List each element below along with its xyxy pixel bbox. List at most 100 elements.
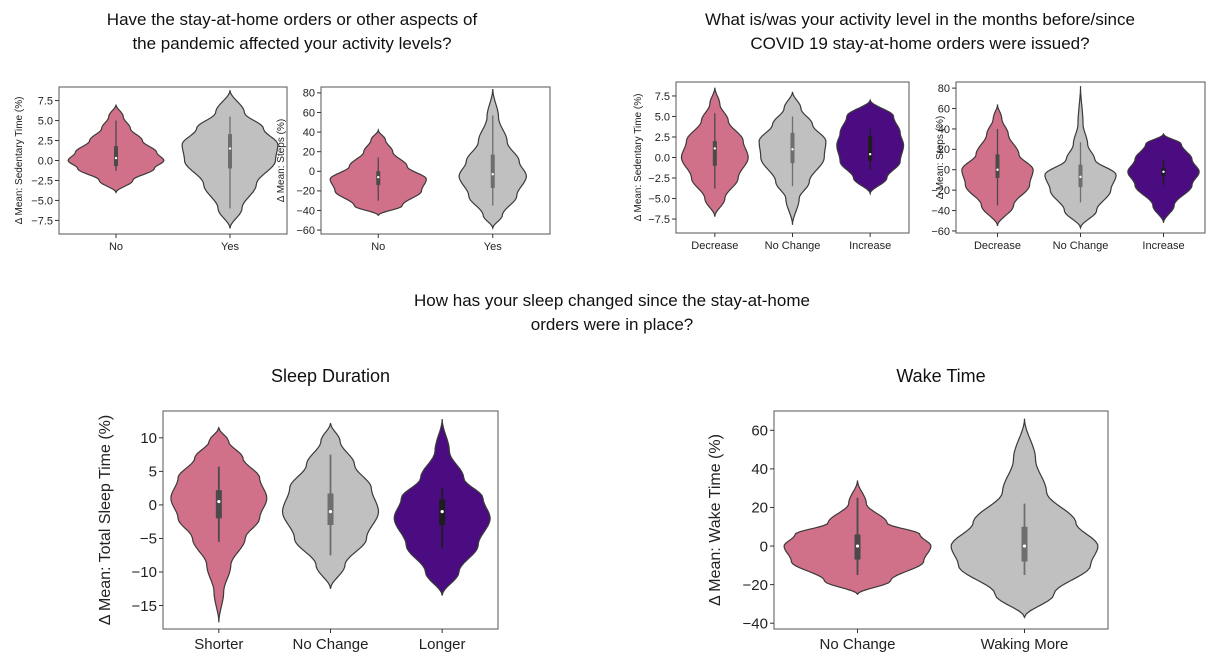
violin-iqr-box — [327, 493, 334, 526]
y-tick-label: 40 — [938, 124, 950, 136]
violin-median-dot — [855, 544, 860, 548]
y-tick-label: −40 — [743, 615, 768, 632]
violin-median-dot — [713, 147, 717, 150]
violin-chart-3: −7.5 −5.0 −2.5 0.0 2.5 5.0 7.5 Decrease No Chang… — [633, 81, 910, 252]
violin-median-dot — [1022, 544, 1027, 548]
activity-heading-2: What is/was your activity level in the m… — [705, 10, 1135, 53]
violin-median-dot — [996, 168, 999, 171]
violin-median-dot — [491, 173, 494, 176]
chart-title: Wake Time — [896, 366, 985, 386]
y-tick-label: −7.5 — [31, 215, 53, 227]
x-tick-label: Shorter — [194, 636, 243, 653]
violin-median-dot — [228, 147, 232, 150]
plot-frame — [320, 86, 551, 235]
sleep-heading-line-2: orders were in place? — [531, 315, 694, 334]
violin-iqr-box — [868, 136, 873, 161]
y-tick-label: −20 — [743, 577, 768, 594]
chart-panels: −7.5 −5.0 −2.5 0.0 2.5 5.0 7.5 No Yes Δ Mean: Sed… — [14, 81, 1206, 653]
violin-iqr-box — [114, 146, 118, 167]
x-tick-label: No Change — [1053, 240, 1109, 252]
y-tick-label: −40 — [296, 205, 315, 217]
violin-iqr-box — [712, 141, 717, 166]
y-tick-label: 0 — [760, 538, 768, 555]
y-tick-label: −60 — [931, 226, 950, 238]
x-tick-label: Yes — [221, 241, 239, 253]
y-tick-label: −7.5 — [648, 214, 670, 226]
violin-chart-4: −60 −40 −20 0 20 40 60 80 Decrease No Change Incre… — [931, 81, 1206, 252]
activity-heading-2-line-1: What is/was your activity level in the m… — [705, 10, 1135, 29]
y-tick-label: −40 — [931, 205, 950, 217]
violin-median-dot — [1162, 170, 1165, 173]
violin-iqr-box — [215, 490, 222, 519]
y-tick-label: 2.5 — [655, 132, 670, 144]
x-tick-label: No Change — [820, 636, 896, 653]
violin-median-dot — [377, 175, 380, 179]
plot-frame — [773, 410, 1109, 630]
y-tick-label: 0 — [149, 497, 157, 514]
x-tick-label: Increase — [1142, 240, 1184, 252]
y-tick-label: −20 — [931, 185, 950, 197]
y-axis-label: Δ Mean: Steps (%) — [935, 116, 946, 199]
violin-iqr-box — [228, 134, 232, 169]
violin-iqr-box — [995, 154, 1000, 178]
y-tick-label: 20 — [303, 147, 315, 159]
y-tick-label: 60 — [938, 103, 950, 115]
y-tick-label: −2.5 — [31, 175, 53, 187]
y-tick-label: 10 — [140, 430, 157, 447]
sleep-heading: How has your sleep changed since the sta… — [414, 291, 810, 334]
y-tick-label: 60 — [751, 423, 768, 440]
x-tick-label: Decrease — [691, 240, 738, 252]
violin-median-dot — [791, 148, 794, 151]
y-tick-label: −15 — [132, 598, 157, 615]
x-tick-label: Increase — [849, 240, 891, 252]
x-tick-label: Decrease — [974, 240, 1021, 252]
y-tick-label: 20 — [751, 500, 768, 517]
violin-median-dot — [114, 156, 118, 160]
x-tick-label: No Change — [293, 636, 369, 653]
violin-chart-2: −60 −40 −20 0 20 40 60 80 No Yes Δ Mean: Steps (%) — [276, 86, 551, 253]
activity-heading-2-line-2: COVID 19 stay-at-home orders were issued… — [750, 34, 1089, 53]
y-tick-label: 7.5 — [655, 91, 670, 103]
y-tick-label: 0.0 — [655, 152, 670, 164]
y-tick-label: 60 — [303, 107, 315, 119]
y-tick-label: 2.5 — [38, 135, 53, 147]
violin-median-dot — [1079, 175, 1082, 179]
activity-heading-1-line-1: Have the stay-at-home orders or other as… — [107, 10, 478, 29]
y-tick-label: 0 — [309, 166, 315, 178]
y-tick-label: 5.0 — [655, 111, 670, 123]
y-axis-label: Δ Mean: Steps (%) — [276, 119, 287, 202]
y-tick-label: −2.5 — [648, 173, 670, 185]
activity-heading-1: Have the stay-at-home orders or other as… — [107, 10, 478, 53]
y-tick-label: −5 — [140, 531, 157, 548]
chart-title: Sleep Duration — [271, 366, 390, 386]
violin-iqr-box — [1021, 526, 1028, 562]
y-tick-label: 0.0 — [38, 155, 53, 167]
y-tick-label: 20 — [938, 144, 950, 156]
y-tick-label: 40 — [303, 127, 315, 139]
x-tick-label: Yes — [484, 241, 502, 253]
x-tick-label: No Change — [765, 240, 821, 252]
sleep-heading-line-1: How has your sleep changed since the sta… — [414, 291, 810, 310]
y-tick-label: 0 — [944, 165, 950, 177]
y-axis-label: Δ Mean: Total Sleep Time (%) — [97, 415, 114, 625]
x-tick-label: No — [371, 241, 385, 253]
y-tick-label: 7.5 — [38, 95, 53, 107]
violin-iqr-box — [490, 154, 495, 188]
violin-chart-1: −7.5 −5.0 −2.5 0.0 2.5 5.0 7.5 No Yes Δ Mean: Sed… — [14, 86, 288, 253]
y-tick-label: −5.0 — [648, 193, 670, 205]
y-tick-label: −10 — [132, 564, 157, 581]
violin-median-dot — [328, 510, 333, 514]
y-tick-label: 40 — [751, 461, 768, 478]
violin-chart-5: Sleep Duration −15 −10 −5 0 5 10 Shorter No Chan… — [97, 366, 499, 653]
y-tick-label: −20 — [296, 186, 315, 198]
x-tick-label: No — [109, 241, 123, 253]
y-tick-label: 5 — [149, 464, 157, 481]
y-tick-label: −5.0 — [31, 195, 53, 207]
y-axis-label: Δ Mean: Sedentary Time (%) — [633, 94, 644, 222]
y-axis-label: Δ Mean: Wake Time (%) — [707, 434, 724, 606]
x-tick-label: Waking More — [981, 636, 1069, 653]
activity-heading-1-line-2: the pandemic affected your activity leve… — [132, 34, 451, 53]
y-tick-label: 5.0 — [38, 115, 53, 127]
violin-iqr-box — [790, 132, 795, 164]
